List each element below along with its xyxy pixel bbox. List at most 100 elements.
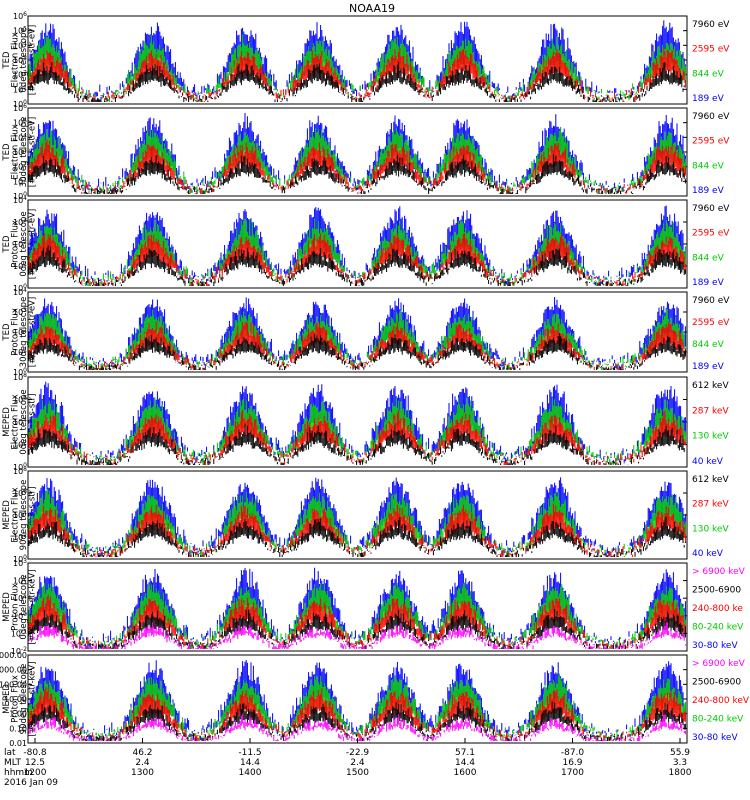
y-tick-label: 103 — [13, 558, 27, 568]
legend-entry: > 6900 keV — [692, 659, 746, 669]
y-tick-label: 104 — [13, 287, 27, 297]
x-hhmm-value: 1400 — [239, 768, 262, 778]
legend-entry: 612 keV — [692, 475, 729, 485]
series-trace — [28, 309, 686, 370]
y-tick-label: 100.00 — [0, 680, 27, 689]
legend-entry: 844 eV — [692, 253, 725, 263]
legend-entry: 80-240 keV — [692, 623, 744, 633]
y-axis-label-line: MEPED — [2, 592, 12, 622]
y-axis-label-line: TED — [2, 51, 12, 70]
panel-8: 0.01 0.10 1.00 10.00 100.00 1000.00 10000.00 ME… — [0, 651, 750, 748]
x-lat-value: -80.8 — [23, 748, 47, 758]
y-tick-label: 101 — [13, 593, 27, 603]
series-trace — [28, 321, 686, 370]
y-axis-label-line: MEPED — [2, 500, 12, 530]
x-row-label: 2016 Jan 09 — [4, 778, 58, 788]
x-hhmm-value: 1700 — [561, 768, 584, 778]
legend-entry: 2595 eV — [692, 45, 730, 55]
legend-entry: 189 eV — [692, 94, 725, 104]
legend-entry: 2595 eV — [692, 318, 730, 328]
x-lat-value: -87.0 — [561, 748, 585, 758]
y-axis-label-line: 0deg telescope — [19, 574, 29, 639]
x-mlt-value: 14.4 — [240, 758, 260, 768]
series-trace — [28, 61, 686, 102]
legend-entry: 130 keV — [692, 432, 729, 442]
legend-entry: 844 eV — [692, 69, 725, 79]
legend-entry: 7960 eV — [692, 204, 730, 214]
x-hhmm-value: 1800 — [669, 768, 692, 778]
y-tick-label: 105 — [13, 118, 27, 128]
x-mlt-value: 3.3 — [673, 758, 687, 768]
legend-entry: 130 keV — [692, 524, 729, 534]
x-mlt-value: 2.4 — [135, 758, 150, 768]
x-hhmm-value: 1500 — [346, 768, 369, 778]
y-tick-label: 104 — [13, 132, 27, 142]
x-mlt-value: 12.5 — [25, 758, 45, 768]
x-mlt-value: 14.4 — [455, 758, 475, 768]
y-tick-label: 100 — [13, 611, 27, 621]
x-mlt-value: 2.4 — [350, 758, 365, 768]
y-tick-label: 101 — [13, 84, 27, 94]
y-tick-label: 0.10 — [9, 724, 27, 733]
x-lat-value: 57.1 — [455, 748, 475, 758]
y-tick-label: 106 — [13, 488, 27, 498]
legend-entry: 612 keV — [692, 381, 729, 391]
y-axis-label-line: Electron Flux — [11, 32, 21, 87]
y-tick-label: 102 — [13, 70, 27, 80]
series-trace — [28, 423, 686, 465]
series-trace — [28, 622, 686, 649]
series-trace — [28, 154, 686, 194]
y-axis-label-line: Proton Flux — [11, 220, 21, 268]
y-axis-label-line: TED — [2, 323, 12, 342]
series-trace — [28, 34, 686, 102]
y-tick-label: 103 — [13, 307, 27, 317]
y-tick-label: 104 — [13, 510, 27, 520]
y-tick-label: 102 — [13, 576, 27, 586]
legend-entry: 30-80 keV — [692, 733, 738, 743]
y-tick-label: 10.00 — [4, 695, 27, 704]
y-axis-label-line: TED — [2, 143, 12, 162]
legend-entry: 2595 eV — [692, 229, 730, 239]
x-hhmm-value: 1600 — [454, 768, 477, 778]
legend-entry: 7960 eV — [692, 20, 730, 30]
y-axis-label-line: Proton Flux — [11, 675, 21, 723]
x-lat-value: -22.9 — [346, 748, 370, 758]
y-tick-label: 102 — [13, 239, 27, 249]
y-axis-label-line: MEPED — [2, 407, 12, 437]
legend-entry: 7960 eV — [692, 112, 730, 122]
legend-entry: 2595 eV — [692, 137, 730, 147]
y-axis-label-line: TED — [2, 235, 12, 254]
legend-entry: 844 eV — [692, 161, 725, 171]
series-trace — [28, 245, 686, 286]
y-tick-label: 10-2 — [11, 646, 27, 656]
y-tick-label: 103 — [13, 55, 27, 65]
y-tick-label: 102 — [13, 162, 27, 172]
legend-entry: 2500-6900 — [692, 586, 741, 596]
y-tick-label: 102 — [13, 440, 27, 450]
y-tick-label: 102 — [13, 327, 27, 337]
y-tick-label: 100 — [13, 191, 27, 201]
y-tick-label: 105 — [13, 26, 27, 36]
x-row-label: hhmm — [4, 768, 33, 778]
y-tick-label: 100 — [13, 283, 27, 293]
y-tick-label: 108 — [13, 466, 27, 476]
y-tick-label: 10000.00 — [0, 651, 27, 660]
legend-entry: 40 keV — [692, 549, 724, 559]
series-trace — [28, 609, 686, 649]
series-trace — [28, 516, 686, 557]
y-axis-label-line: 30deg telescope — [19, 117, 29, 188]
y-tick-label: 0.01 — [9, 739, 27, 748]
y-tick-label: 104 — [13, 417, 27, 427]
y-axis-label-line: MEPED — [2, 684, 12, 714]
legend-entry: > 6900 keV — [692, 567, 746, 577]
y-tick-label: 10-1 — [11, 628, 27, 638]
y-axis-label-line: Electron Flux — [11, 487, 21, 542]
series-trace — [28, 582, 686, 649]
y-tick-label: 100 — [13, 367, 27, 377]
y-tick-label: 101 — [13, 261, 27, 271]
y-tick-label: 102 — [13, 532, 27, 542]
x-row-label: lat — [4, 748, 16, 758]
legend-entry: 2500-6900 — [692, 678, 741, 688]
y-tick-label: 101 — [13, 347, 27, 357]
